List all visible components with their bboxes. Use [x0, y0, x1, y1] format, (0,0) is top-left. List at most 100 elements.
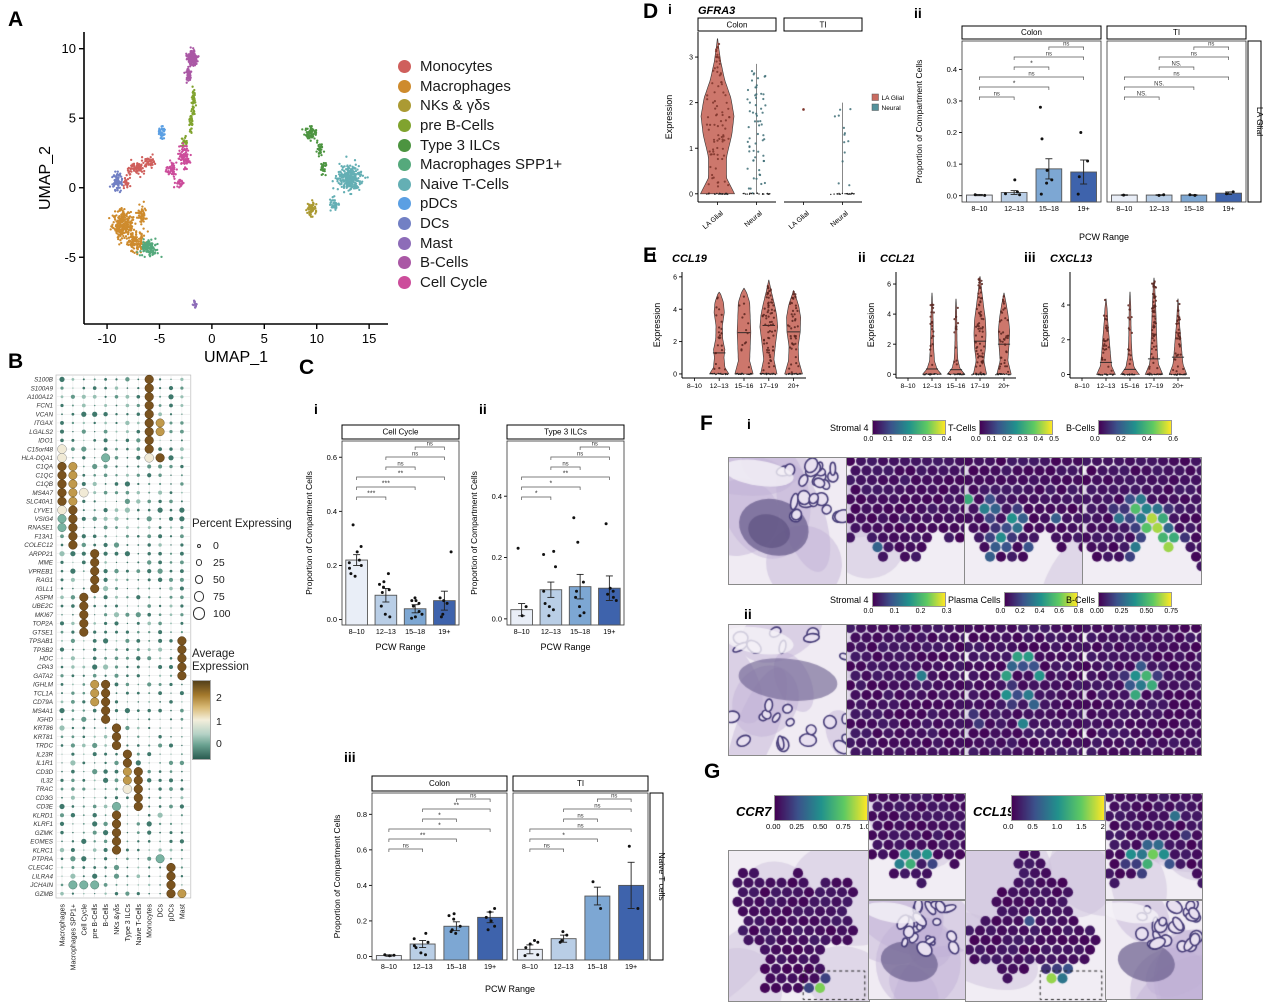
circle-element	[980, 282, 984, 286]
circle-element	[981, 352, 984, 355]
rect-element	[55, 374, 192, 899]
circle-element	[137, 840, 140, 843]
circle-element	[796, 309, 799, 312]
circle-element	[760, 92, 763, 95]
circle-element	[978, 322, 981, 325]
circle-element	[82, 378, 85, 381]
circle-element	[551, 608, 555, 612]
circle-element	[724, 119, 727, 122]
colorbar-tick: 0.1	[889, 608, 900, 615]
circle-element	[114, 394, 119, 399]
circle-element	[147, 769, 151, 774]
circle-element	[351, 165, 354, 168]
circle-element	[152, 160, 156, 164]
circle-element	[718, 59, 721, 62]
plot-title: CCL19	[672, 253, 708, 265]
circle-element	[982, 373, 984, 375]
gene-label: IL1R1	[36, 760, 53, 767]
circle-element	[83, 657, 85, 660]
circle-element	[82, 509, 85, 512]
circle-element	[144, 453, 154, 463]
circle-element	[1149, 374, 1151, 376]
circle-element	[119, 231, 122, 234]
circle-element	[155, 427, 165, 437]
circle-element	[169, 586, 173, 591]
circle-element	[309, 206, 312, 209]
circle-element	[115, 178, 119, 181]
circle-element	[71, 735, 75, 739]
circle-element	[323, 169, 326, 173]
circle-element	[138, 243, 141, 246]
x-axis-label: PCW Range	[375, 642, 425, 652]
circle-element	[156, 252, 159, 255]
x-tick: 12–13	[1004, 204, 1024, 213]
circle-element	[720, 327, 723, 330]
circle-element	[126, 526, 129, 529]
circle-element	[180, 543, 184, 547]
circle-element	[979, 310, 982, 313]
circle-element	[111, 732, 122, 742]
circle-element	[82, 499, 86, 503]
circle-element	[1128, 318, 1131, 321]
circle-element	[714, 351, 718, 355]
circle-element	[115, 500, 118, 502]
circle-element	[79, 487, 89, 498]
circle-element	[129, 184, 132, 188]
circle-element	[1151, 282, 1154, 285]
circle-element	[57, 488, 67, 498]
circle-element	[111, 740, 122, 751]
circle-element	[147, 682, 152, 687]
circle-element	[104, 727, 107, 729]
circle-element	[753, 192, 755, 195]
circle-element	[114, 621, 119, 626]
circle-element	[121, 217, 124, 220]
y-tick: 6	[673, 274, 677, 281]
circle-element	[136, 429, 141, 434]
spot-heatmap	[964, 457, 1084, 585]
colorbar-tick: 0.0	[1003, 822, 1014, 831]
circle-element	[158, 735, 162, 739]
circle-element	[445, 601, 449, 605]
circle-element	[136, 499, 141, 504]
x-tick: 8–10	[687, 383, 702, 390]
gene-label: HDC	[39, 655, 53, 662]
circle-element	[314, 128, 318, 132]
circle-element	[720, 344, 723, 347]
umap-ylabel: UMAP_2	[37, 146, 54, 210]
circle-element	[93, 796, 96, 799]
circle-element	[180, 560, 184, 565]
circle-element	[115, 578, 118, 582]
circle-element	[334, 203, 337, 207]
div-element: 0.0 0.1 0.2 0.3	[864, 592, 952, 615]
circle-element	[169, 569, 173, 573]
circle-element	[1151, 337, 1154, 340]
rect-element	[512, 792, 649, 961]
circle-element	[743, 313, 746, 316]
circle-element	[147, 560, 152, 565]
circle-element	[1179, 373, 1181, 376]
y-tick: 3	[689, 55, 693, 62]
circle-element	[768, 290, 771, 293]
circle-element	[706, 116, 710, 119]
circle-element	[167, 167, 170, 170]
x-tick: 12–13	[1097, 383, 1116, 390]
circle-element	[139, 250, 142, 253]
circle-element	[767, 286, 770, 289]
circle-element	[925, 373, 927, 375]
circle-element	[111, 819, 122, 829]
circle-element	[137, 209, 140, 212]
circle-element	[147, 551, 151, 556]
circle-element	[169, 831, 173, 835]
circle-element	[1152, 361, 1155, 364]
umap-legend-item: Cell Cycle	[398, 273, 562, 293]
circle-element	[311, 215, 314, 218]
circle-element	[82, 805, 85, 808]
circle-element	[956, 322, 960, 325]
circle-element	[158, 848, 162, 852]
circle-element	[104, 875, 107, 878]
circle-element	[1152, 300, 1155, 303]
circle-element	[454, 931, 458, 935]
circle-element	[57, 444, 67, 454]
circle-element	[71, 665, 75, 669]
